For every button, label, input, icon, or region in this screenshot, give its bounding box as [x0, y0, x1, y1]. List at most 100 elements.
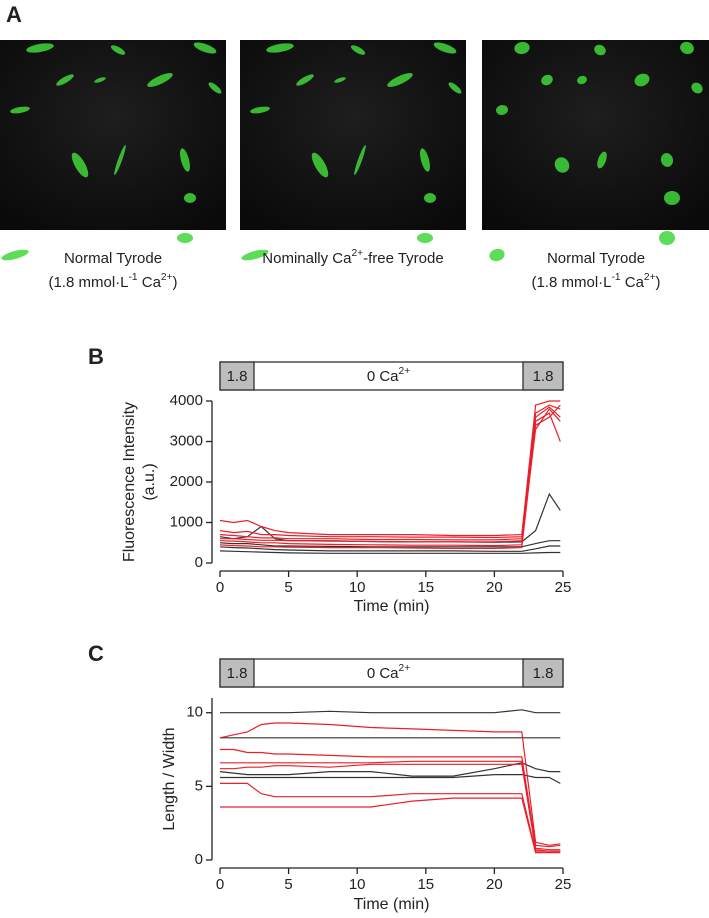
cell: [448, 82, 462, 94]
cell: [420, 148, 430, 172]
text-run: (1.8 mmol·L: [48, 274, 128, 291]
cell: [597, 151, 607, 169]
y-tick-label: 0: [195, 554, 203, 571]
text-run: Normal Tyrode: [64, 250, 162, 267]
cell: [296, 74, 314, 86]
cell: [680, 41, 694, 55]
cell: [193, 42, 217, 54]
text-run: 1.8: [227, 368, 248, 385]
x-tick-label: 0: [216, 876, 224, 893]
cell: [241, 249, 269, 261]
caption: (1.8 mmol·L-1 Ca2+): [48, 272, 177, 291]
y-tick-label: 10: [186, 704, 203, 721]
y-tick-label: 1000: [170, 513, 203, 530]
x-tick-label: 25: [555, 579, 572, 596]
text-run: ): [173, 274, 178, 291]
x-axis-label: Time (min): [354, 598, 430, 615]
data-line: [219, 406, 561, 547]
cell: [114, 144, 126, 176]
y-tick-label: 0: [195, 851, 203, 868]
condition-label: 0 Ca2+: [367, 663, 410, 682]
cell: [26, 43, 54, 53]
data-line: [219, 545, 561, 552]
cell: [110, 45, 126, 55]
cell: [664, 191, 680, 205]
y-tick-label: 4000: [170, 392, 203, 409]
cell: [180, 148, 190, 172]
cell: [594, 44, 606, 56]
text-run: Ca: [138, 274, 162, 291]
data-line: [219, 400, 561, 537]
x-tick-label: 5: [284, 876, 292, 893]
cell: [496, 104, 508, 116]
text-run: Ca: [621, 274, 645, 291]
text-run: 1.8: [227, 665, 248, 682]
cell: [177, 233, 193, 243]
cell: [417, 233, 433, 243]
data-line: [219, 762, 561, 777]
panel-label: A: [6, 2, 22, 27]
text-run: ): [656, 274, 661, 291]
x-tick-label: 15: [417, 579, 434, 596]
y-tick-label: 2000: [170, 473, 203, 490]
cell: [634, 73, 650, 87]
y-axis-label: (a.u.): [141, 463, 158, 500]
x-axis-label: Time (min): [354, 896, 430, 913]
cell: [433, 42, 457, 54]
cell: [659, 231, 675, 245]
text-run: 0 Ca: [367, 368, 399, 385]
data-line: [220, 408, 561, 543]
caption: Normal Tyrode: [547, 250, 645, 267]
condition-label: 1.8: [533, 368, 554, 385]
text-run: 1.8: [533, 368, 554, 385]
panel-label: C: [88, 641, 104, 666]
cell: [266, 43, 294, 53]
superscript: 2+: [399, 366, 411, 377]
text-run: (1.8 mmol·L: [531, 274, 611, 291]
data-line: [220, 763, 561, 852]
y-axis-label: Fluorescence Intensity: [121, 402, 138, 562]
cell: [387, 73, 413, 87]
data-line: [219, 722, 561, 846]
condition-box: [219, 658, 255, 688]
cell: [350, 45, 366, 55]
cell: [147, 73, 173, 87]
y-tick-label: 3000: [170, 432, 203, 449]
cell: [1, 249, 29, 261]
caption: (1.8 mmol·L-1 Ca2+): [531, 272, 660, 291]
cell: [554, 157, 570, 173]
micrographs: [0, 40, 709, 262]
cell: [354, 144, 366, 176]
data-line: [219, 540, 561, 548]
condition-label: 1.8: [227, 368, 248, 385]
cell: [184, 193, 196, 203]
superscript: 2+: [161, 272, 173, 283]
cell: [250, 106, 270, 114]
cell: [424, 193, 436, 203]
data-line: [220, 782, 561, 852]
superscript: -1: [612, 272, 621, 283]
y-tick-label: 5: [195, 777, 203, 794]
x-tick-label: 10: [349, 876, 366, 893]
cell: [660, 153, 674, 167]
text-run: -free Tyrode: [363, 250, 444, 267]
x-tick-label: 15: [417, 876, 434, 893]
data-line: [219, 404, 561, 539]
text-run: Normal Tyrode: [547, 250, 645, 267]
superscript: 2+: [644, 272, 656, 283]
caption: Normal Tyrode: [64, 250, 162, 267]
x-tick-label: 25: [555, 876, 572, 893]
cell: [208, 82, 222, 94]
y-axis-label: Length / Width: [161, 727, 178, 830]
x-tick-label: 5: [284, 579, 292, 596]
cell: [10, 106, 30, 114]
superscript: 2+: [351, 248, 363, 259]
cell: [334, 77, 346, 83]
data-line: [219, 404, 561, 549]
condition-bar: [219, 658, 564, 688]
panel-label: B: [88, 344, 104, 369]
data-line: [220, 709, 561, 714]
data-line: [220, 797, 561, 854]
superscript: -1: [129, 272, 138, 283]
